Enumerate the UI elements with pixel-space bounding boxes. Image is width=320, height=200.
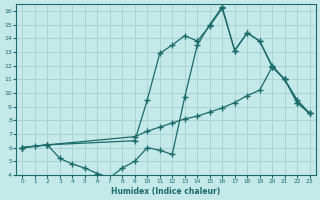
X-axis label: Humidex (Indice chaleur): Humidex (Indice chaleur) xyxy=(111,187,221,196)
